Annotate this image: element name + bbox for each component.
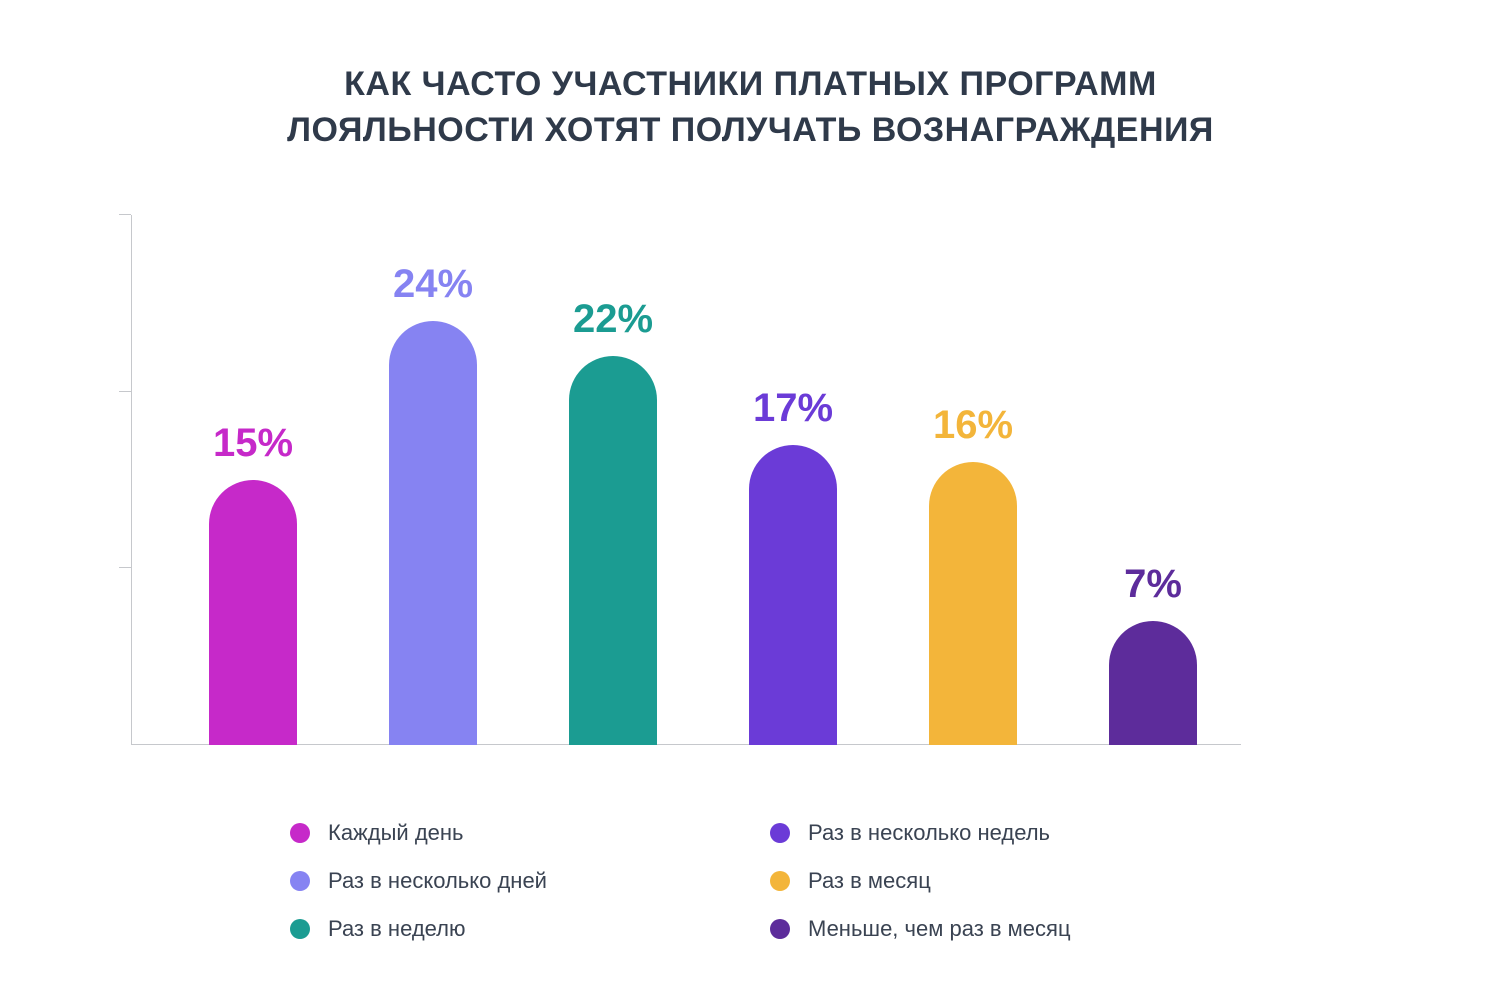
bar — [749, 445, 837, 745]
legend: Каждый день Раз в несколько недель Раз в н… — [290, 820, 1190, 942]
bar-slot: 22% — [569, 356, 657, 745]
legend-label: Каждый день — [328, 820, 464, 846]
y-axis-tick — [119, 214, 131, 215]
y-axis-tick — [119, 391, 131, 392]
legend-item: Раз в неделю — [290, 916, 710, 942]
bar — [929, 462, 1017, 745]
bar-slot: 17% — [749, 445, 837, 745]
bar — [389, 321, 477, 745]
legend-dot — [290, 919, 310, 939]
legend-label: Меньше, чем раз в месяц — [808, 916, 1071, 942]
legend-dot — [770, 871, 790, 891]
legend-label: Раз в месяц — [808, 868, 931, 894]
bar-value-label: 15% — [165, 421, 341, 466]
bar — [209, 480, 297, 745]
legend-dot — [770, 823, 790, 843]
legend-item: Каждый день — [290, 820, 710, 846]
bar-slot: 15% — [209, 480, 297, 745]
legend-item: Раз в несколько недель — [770, 820, 1190, 846]
page: КАК ЧАСТО УЧАСТНИКИ ПЛАТНЫХ ПРОГРАММ ЛОЯ… — [0, 0, 1501, 996]
legend-item: Меньше, чем раз в месяц — [770, 916, 1190, 942]
chart-title: КАК ЧАСТО УЧАСТНИКИ ПЛАТНЫХ ПРОГРАММ ЛОЯ… — [0, 62, 1501, 154]
bar-slot: 16% — [929, 462, 1017, 745]
legend-label: Раз в несколько дней — [328, 868, 547, 894]
legend-dot — [770, 919, 790, 939]
bar-value-label: 17% — [705, 386, 881, 431]
legend-dot — [290, 871, 310, 891]
legend-item: Раз в месяц — [770, 868, 1190, 894]
bar-slot: 7% — [1109, 621, 1197, 745]
legend-item: Раз в несколько дней — [290, 868, 710, 894]
legend-label: Раз в несколько недель — [808, 820, 1050, 846]
bar — [569, 356, 657, 745]
chart-title-line-2: ЛОЯЛЬНОСТИ ХОТЯТ ПОЛУЧАТЬ ВОЗНАГРАЖДЕНИЯ — [287, 111, 1214, 149]
chart-area: 15%24%22%17%16%7% — [131, 215, 1241, 745]
bar-value-label: 7% — [1065, 562, 1241, 607]
chart-title-line-1: КАК ЧАСТО УЧАСТНИКИ ПЛАТНЫХ ПРОГРАММ — [344, 65, 1157, 103]
bar-slot: 24% — [389, 321, 477, 745]
legend-label: Раз в неделю — [328, 916, 466, 942]
bars-container: 15%24%22%17%16%7% — [131, 215, 1241, 745]
bar — [1109, 621, 1197, 745]
bar-value-label: 16% — [885, 403, 1061, 448]
bar-value-label: 24% — [345, 262, 521, 307]
y-axis-tick — [119, 567, 131, 568]
legend-dot — [290, 823, 310, 843]
bar-value-label: 22% — [525, 297, 701, 342]
